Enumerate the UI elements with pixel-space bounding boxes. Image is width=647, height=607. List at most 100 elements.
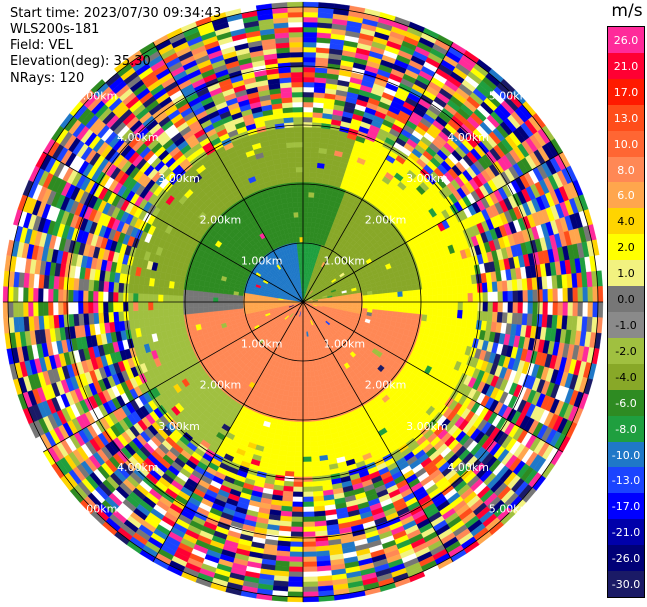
velocity-gate [310, 147, 320, 153]
velocity-gate [302, 246, 307, 253]
velocity-gate [492, 301, 499, 313]
velocity-gate [306, 371, 312, 378]
velocity-gate [315, 420, 323, 427]
velocity-gate [552, 288, 559, 303]
velocity-gate [302, 26, 318, 33]
velocity-gate [295, 431, 304, 438]
velocity-gate [287, 591, 304, 598]
velocity-gate [372, 297, 379, 303]
velocity-gate [302, 591, 319, 598]
velocity-gate [302, 516, 315, 523]
velocity-gate [287, 581, 304, 588]
velocity-gate [302, 586, 319, 593]
velocity-gate [308, 406, 315, 413]
velocity-gate [427, 295, 434, 303]
velocity-gate [407, 307, 414, 314]
velocity-gate [442, 294, 449, 303]
velocity-gate [315, 177, 323, 184]
velocity-gate [527, 289, 534, 303]
velocity-gate [294, 456, 304, 463]
velocity-gate [422, 288, 428, 296]
velocity-gate [302, 571, 318, 578]
velocity-gate [447, 293, 454, 303]
velocity-gate [562, 301, 569, 317]
velocity-gate [306, 376, 312, 383]
velocity-gate [302, 596, 319, 603]
velocity-gate [297, 396, 304, 403]
velocity-gate [309, 172, 317, 178]
velocity-gate [281, 495, 293, 502]
velocity-gate [302, 426, 310, 433]
velocity-gate [452, 293, 459, 303]
velocity-gate [307, 381, 313, 388]
velocity-gate [467, 301, 474, 312]
velocity-gate [422, 308, 428, 316]
velocity-gate [302, 366, 307, 373]
velocity-gate [288, 436, 297, 442]
velocity-gate [302, 486, 314, 493]
velocity-gate [311, 385, 318, 392]
velocity-gate [298, 381, 304, 388]
velocity-gate [471, 283, 478, 294]
velocity-gate [302, 36, 318, 43]
velocity-gate [352, 296, 359, 300]
velocity-gate [310, 375, 316, 382]
velocity-gate [532, 301, 539, 315]
velocity-gate [386, 287, 393, 294]
velocity-gate [347, 296, 354, 300]
velocity-gate [392, 296, 399, 303]
velocity-gate [285, 405, 293, 412]
velocity-gate [316, 384, 322, 392]
velocity-gate [290, 526, 304, 533]
velocity-gate [312, 202, 319, 209]
velocity-gate [401, 285, 408, 292]
velocity-gate [362, 298, 369, 303]
velocity-gate [582, 301, 589, 318]
velocity-gate [292, 491, 304, 498]
velocity-gate [284, 470, 295, 477]
velocity-gate [313, 400, 320, 407]
velocity-gate [437, 294, 444, 303]
velocity-gate [292, 486, 304, 493]
velocity-gate [402, 290, 409, 297]
velocity-gate [302, 181, 310, 188]
velocity-gate [302, 416, 310, 423]
velocity-gate [302, 501, 314, 508]
velocity-gate [387, 292, 394, 298]
velocity-gate [310, 446, 319, 452]
velocity-gate [292, 496, 304, 503]
velocity-gate [302, 86, 315, 93]
velocity-gate [311, 380, 317, 387]
velocity-gate [497, 291, 504, 303]
velocity-gate [377, 293, 384, 299]
velocity-gate [289, 546, 304, 553]
velocity-gate [312, 112, 324, 119]
velocity-gate [507, 290, 514, 303]
velocity-gate [305, 346, 309, 353]
velocity-gate [307, 216, 313, 223]
velocity-gate [302, 151, 312, 158]
velocity-gate [294, 446, 304, 453]
velocity-gate [572, 301, 579, 317]
velocity-gate [487, 301, 494, 313]
velocity-gate [417, 301, 424, 309]
velocity-gate [308, 196, 315, 203]
velocity-gate [542, 289, 549, 303]
velocity-gate [412, 289, 419, 297]
velocity-gate [287, 596, 304, 603]
velocity-gate [302, 421, 310, 428]
velocity-gate [302, 231, 307, 238]
velocity-gate [313, 495, 325, 502]
velocity-gate [308, 411, 316, 418]
velocity-gate [314, 187, 322, 194]
velocity-gate [311, 460, 321, 467]
velocity-gate [312, 485, 324, 492]
velocity-gate [302, 71, 316, 78]
velocity-gate [302, 91, 315, 98]
velocity-gate [302, 136, 312, 143]
velocity-gate [302, 106, 314, 113]
velocity-gate [421, 282, 428, 290]
velocity-gate [422, 295, 429, 303]
velocity-gate [306, 366, 311, 373]
velocity-gate [313, 102, 325, 109]
